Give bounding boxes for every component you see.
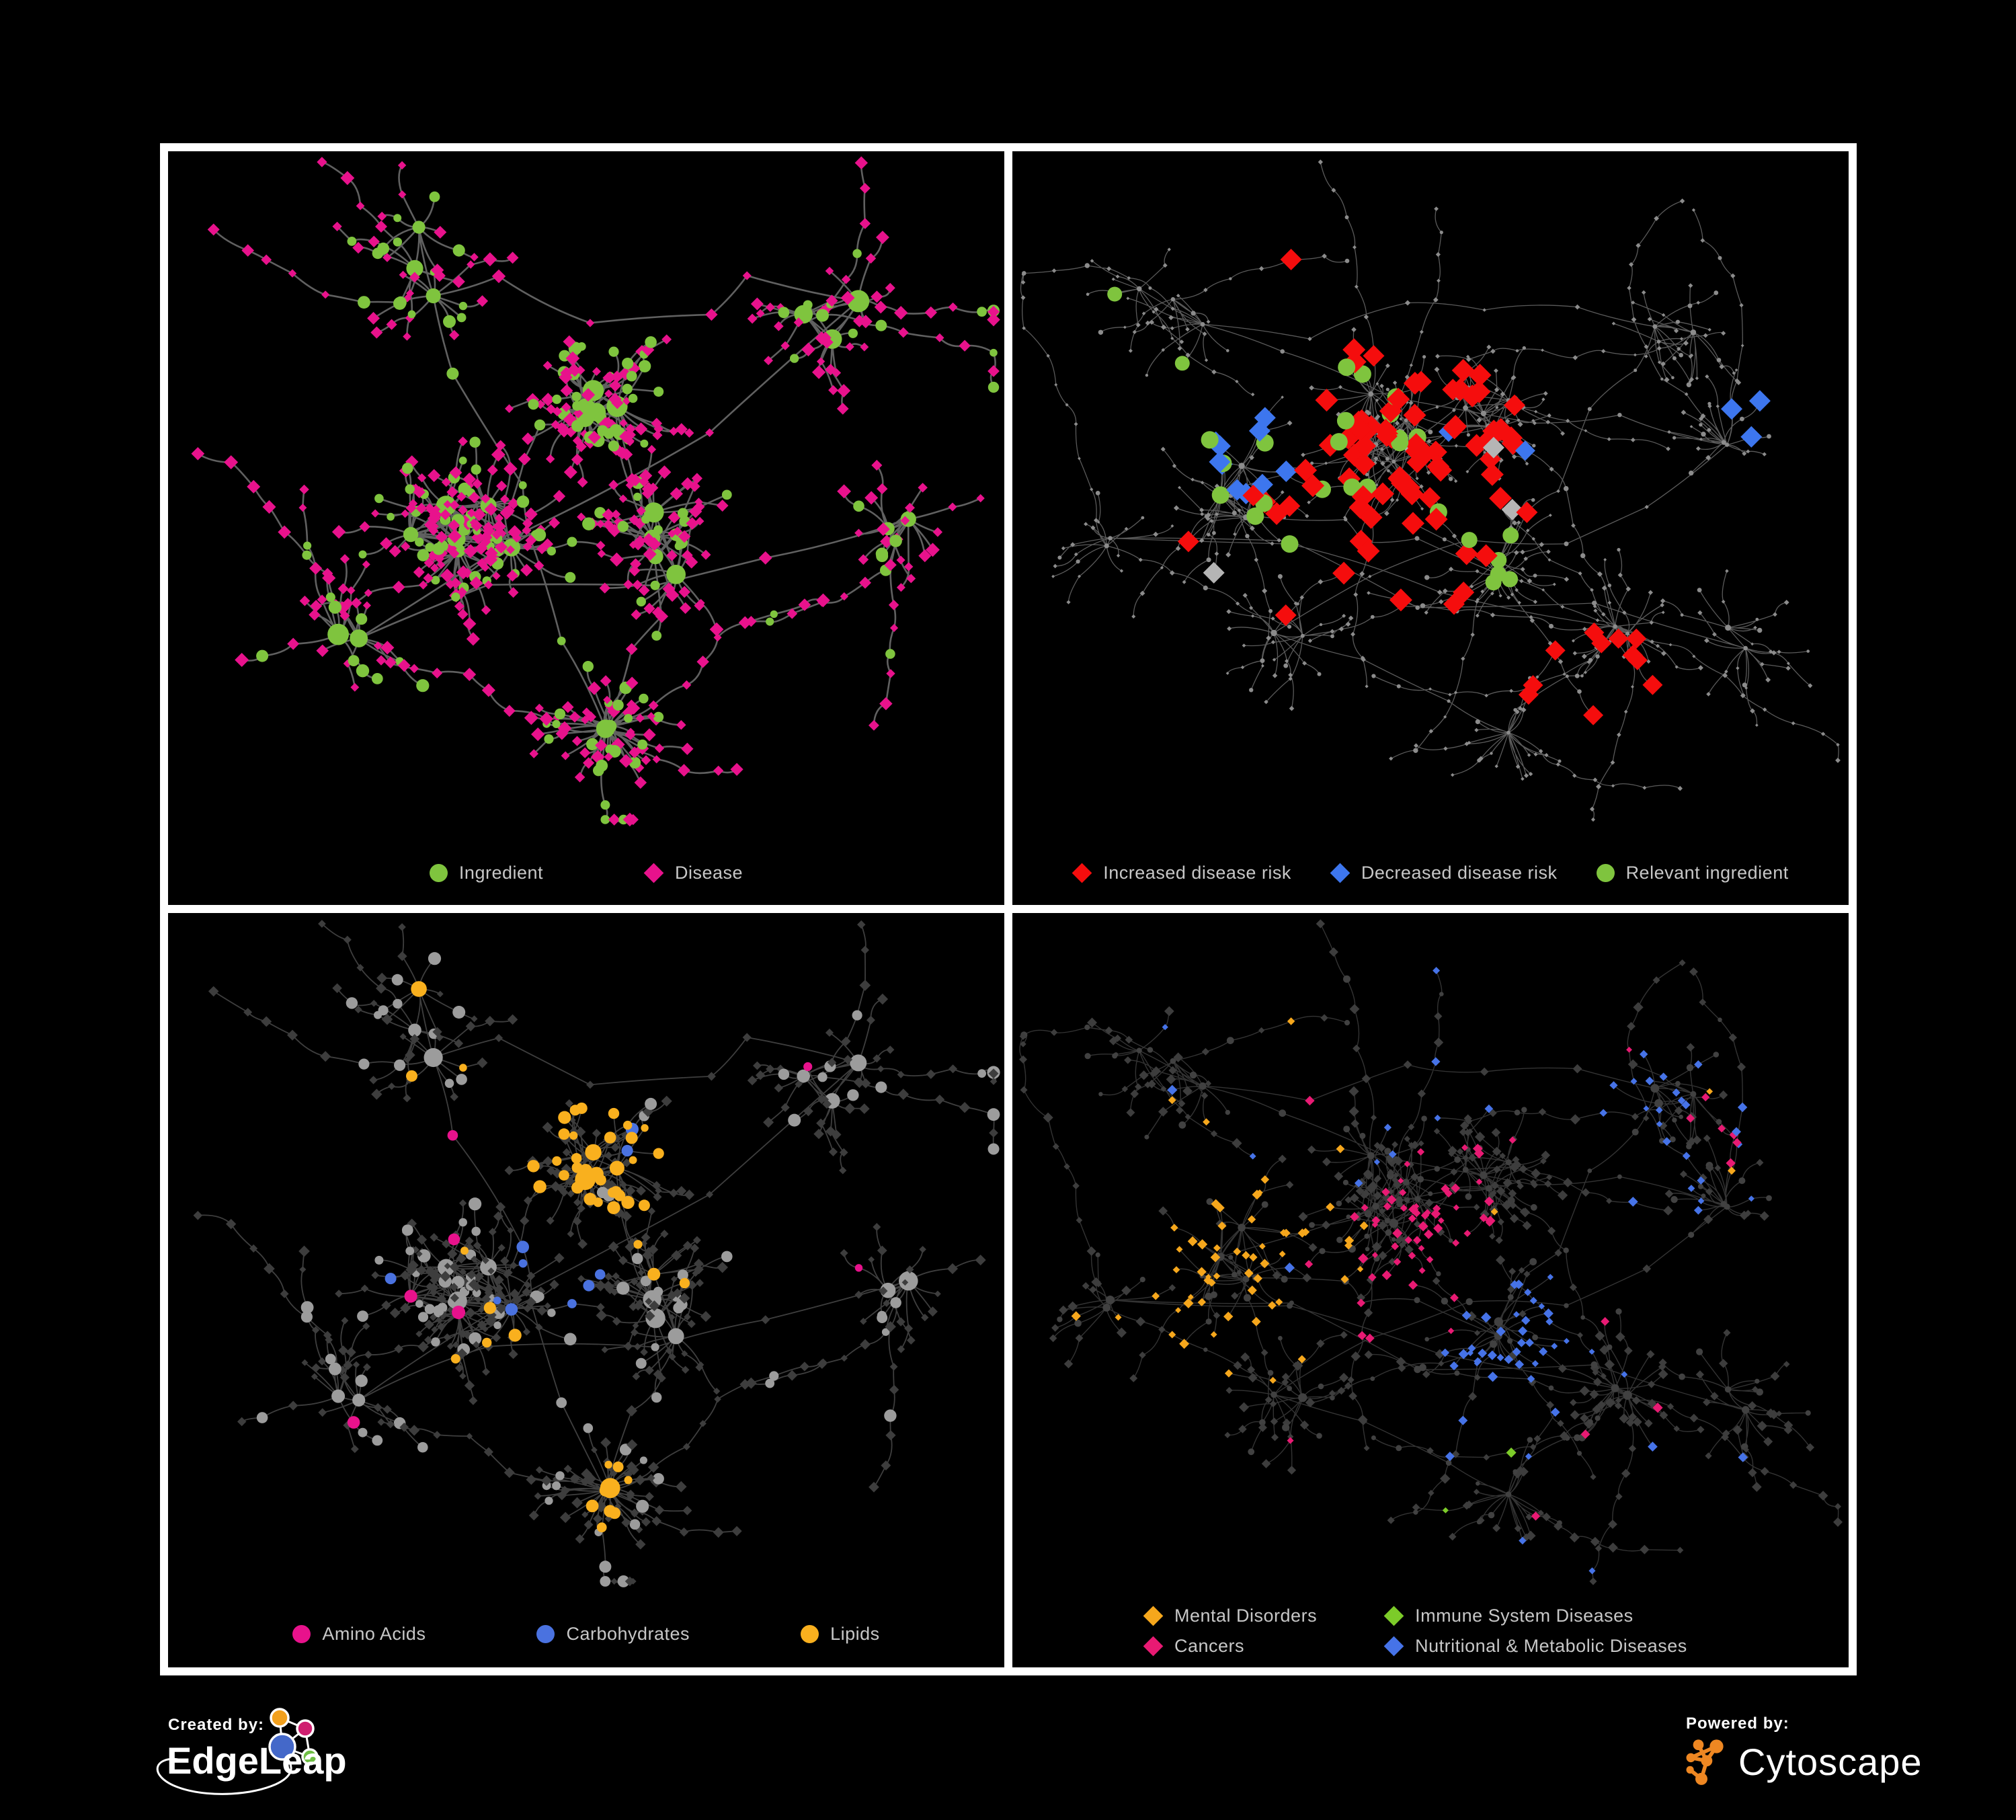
- network-graph-disease-categories: [1019, 919, 1843, 1585]
- legend-item-nutritional-metabolic: Nutritional & Metabolic Diseases: [1383, 1636, 1687, 1657]
- network-graph-ingredient-disease: [191, 156, 1000, 827]
- legend-item-disease: Disease: [643, 863, 743, 883]
- edgeleap-node-blue: [268, 1733, 296, 1761]
- legend-ingredient-classes: Amino Acids Carbohydrates Lipids: [168, 1624, 1004, 1645]
- ingredient-marker-icon: [429, 864, 448, 882]
- legend-disease-categories: Mental Disorders Immune System Diseases …: [1143, 1606, 1687, 1657]
- legend-ingredient-disease: Ingredient Disease: [168, 863, 1004, 883]
- panel-disease-categories: Mental Disorders Immune System Diseases …: [1012, 913, 1849, 1667]
- legend-label: Decreased disease risk: [1361, 863, 1558, 883]
- powered-by-label: Powered by:: [1686, 1714, 1789, 1733]
- increased-risk-marker-icon: [1072, 863, 1092, 883]
- edgeleap-attribution: Created by: EdgeLeap: [155, 1708, 471, 1815]
- cytoscape-logo-nodes: [1686, 1739, 1724, 1785]
- network-graph-disease-risk: [1020, 159, 1841, 822]
- legend-label: Lipids: [830, 1624, 880, 1644]
- edgeleap-brand-text: EdgeLeap: [167, 1739, 347, 1782]
- disease-marker-icon: [643, 863, 664, 883]
- carbohydrates-marker-icon: [536, 1625, 555, 1643]
- legend-item-relevant-ingredient: Relevant ingredient: [1596, 863, 1789, 883]
- legend-item-mental-disorders: Mental Disorders: [1143, 1606, 1317, 1626]
- immune-system-marker-icon: [1383, 1606, 1404, 1626]
- created-by-label: Created by:: [168, 1716, 265, 1734]
- legend-label: Cancers: [1174, 1636, 1245, 1656]
- legend-item-cancers: Cancers: [1143, 1636, 1317, 1657]
- network-graph-ingredient-classes: [193, 920, 1000, 1587]
- cytoscape-brand-text: Cytoscape: [1738, 1741, 1923, 1783]
- legend-item-decreased-risk: Decreased disease risk: [1330, 863, 1558, 883]
- edgeleap-node-orange: [270, 1708, 290, 1728]
- panel-ingredient-disease: Ingredient Disease: [168, 151, 1004, 905]
- edgeleap-logo-nodes: [268, 1708, 319, 1766]
- panel-ingredient-classes: Amino Acids Carbohydrates Lipids: [168, 913, 1004, 1667]
- lipids-marker-icon: [801, 1625, 819, 1643]
- cytoscape-logo: [1686, 1739, 1724, 1785]
- legend-label: Nutritional & Metabolic Diseases: [1415, 1636, 1687, 1656]
- legend-item-carbohydrates: Carbohydrates: [536, 1624, 690, 1645]
- amino-acids-marker-icon: [292, 1625, 311, 1643]
- legend-label: Disease: [675, 863, 743, 883]
- legend-item-increased-risk: Increased disease risk: [1072, 863, 1291, 883]
- legend-label: Increased disease risk: [1103, 863, 1291, 883]
- legend-disease-risk: Increased disease risk Decreased disease…: [1012, 863, 1849, 883]
- edgeleap-logo: [156, 1708, 319, 1795]
- edgeleap-swoosh: [156, 1756, 292, 1795]
- edgeleap-node-green: [301, 1748, 319, 1766]
- cancers-marker-icon: [1143, 1636, 1164, 1657]
- legend-label: Carbohydrates: [566, 1624, 690, 1644]
- legend-item-immune-system-diseases: Immune System Diseases: [1383, 1606, 1687, 1626]
- legend-label: Immune System Diseases: [1415, 1606, 1634, 1626]
- legend-item-lipids: Lipids: [801, 1624, 880, 1645]
- legend-label: Relevant ingredient: [1625, 863, 1789, 883]
- cytoscape-attribution: Powered by: Cytoscape: [1679, 1708, 2002, 1815]
- legend-label: Ingredient: [458, 863, 544, 883]
- decreased-risk-marker-icon: [1330, 863, 1350, 883]
- figure-grid: Ingredient Disease Increased disease ris…: [160, 143, 1857, 1675]
- panel-disease-risk: Increased disease risk Decreased disease…: [1012, 151, 1849, 905]
- mental-disorders-marker-icon: [1143, 1606, 1164, 1626]
- legend-label: Amino Acids: [322, 1624, 426, 1644]
- legend-item-ingredient: Ingredient: [429, 863, 544, 883]
- legend-item-amino-acids: Amino Acids: [292, 1624, 426, 1645]
- relevant-ingredient-marker-icon: [1596, 864, 1615, 882]
- nutritional-metabolic-marker-icon: [1383, 1636, 1404, 1657]
- legend-label: Mental Disorders: [1174, 1606, 1318, 1626]
- edgeleap-node-magenta: [296, 1719, 315, 1738]
